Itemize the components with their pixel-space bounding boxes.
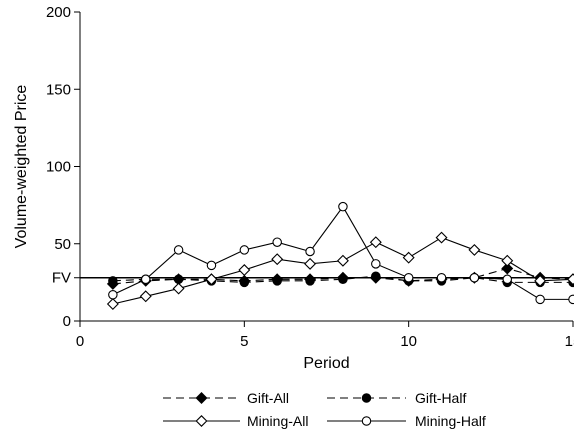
- y-tick-label: 100: [46, 159, 71, 176]
- data-point-gift-half: [371, 271, 381, 281]
- data-point-mining-all: [172, 282, 185, 295]
- legend-item-mining-all: Mining-All: [163, 413, 308, 429]
- data-point-mining-all: [435, 231, 448, 244]
- data-point-gift-half: [272, 276, 282, 286]
- data-point-gift-half: [108, 276, 118, 286]
- data-point-mining-all: [139, 290, 152, 303]
- data-point-mining-half: [239, 245, 250, 255]
- data-point-gift-half: [305, 276, 315, 286]
- data-point-mining-all: [205, 273, 218, 286]
- data-point-mining-half: [469, 272, 480, 283]
- data-point-mining-half: [535, 294, 545, 305]
- data-point-mining-all: [567, 273, 574, 286]
- legend-item-gift-all: Gift-All: [163, 390, 289, 406]
- data-point-gift-half: [173, 274, 184, 285]
- y-axis-title: Volume-weighted Price: [13, 85, 30, 249]
- data-point-mining-half: [305, 246, 315, 257]
- data-point-mining-all: [369, 236, 382, 249]
- legend-item-mining-half: Mining-Half: [327, 413, 486, 429]
- data-point-mining-half: [173, 245, 184, 255]
- data-point-mining-all: [468, 243, 481, 256]
- data-point-mining-half: [436, 272, 447, 283]
- x-tick-label: 15: [565, 333, 574, 350]
- data-point-gift-half: [239, 277, 250, 288]
- data-point-mining-all: [271, 253, 284, 266]
- series-line-gift-half: [112, 275, 573, 283]
- data-point-mining-half: [272, 237, 282, 247]
- legend-label: Gift-Half: [415, 390, 466, 406]
- data-point-mining-half: [206, 260, 217, 271]
- y-tick-label: 150: [46, 81, 71, 98]
- legend-marker: [361, 416, 372, 426]
- data-point-mining-half: [502, 274, 513, 285]
- data-point-mining-half: [371, 259, 381, 269]
- data-point-mining-half: [338, 201, 348, 212]
- x-tick-label: 0: [76, 333, 84, 350]
- legend-label: Mining-Half: [415, 413, 486, 429]
- data-point-mining-all: [402, 251, 415, 264]
- data-point-mining-half: [403, 272, 414, 283]
- y-tick-label: 0: [63, 313, 71, 330]
- data-point-mining-all: [534, 274, 547, 287]
- data-point-mining-all: [304, 257, 317, 270]
- legend-marker: [361, 393, 372, 403]
- x-tick-label: 10: [400, 333, 417, 350]
- series-mining-all: [106, 231, 574, 310]
- fv-label: FV: [52, 270, 71, 287]
- data-point-mining-all: [238, 264, 251, 276]
- series-mining-half: [108, 201, 574, 305]
- data-point-gift-half: [338, 274, 348, 285]
- data-point-mining-half: [108, 289, 118, 300]
- legend-label: Gift-All: [247, 390, 289, 406]
- data-point-mining-all: [106, 298, 119, 310]
- legend-marker: [195, 415, 208, 427]
- legend-marker: [195, 392, 208, 404]
- data-point-gift-all: [501, 262, 514, 275]
- series-line-gift-all: [112, 267, 574, 285]
- y-tick-label: 50: [54, 236, 71, 253]
- legend-item-gift-half: Gift-Half: [327, 390, 466, 406]
- data-point-mining-half: [140, 274, 151, 285]
- axes-layer: 0 50 100 150 200 0 5 10 15 Period Volume-weighted …: [13, 4, 574, 372]
- x-tick-label: 5: [240, 333, 248, 350]
- data-point-mining-all: [501, 254, 514, 267]
- series-layer: [106, 201, 574, 310]
- x-axis-title: Period: [303, 355, 349, 372]
- legend: Gift-All Gift-Half Mining-All Mining-Half: [163, 390, 486, 429]
- data-point-mining-half: [568, 294, 574, 305]
- data-point-mining-all: [336, 254, 349, 267]
- legend-label: Mining-All: [247, 413, 308, 429]
- y-tick-label: 200: [46, 4, 71, 21]
- reference-layer: FV: [52, 270, 573, 287]
